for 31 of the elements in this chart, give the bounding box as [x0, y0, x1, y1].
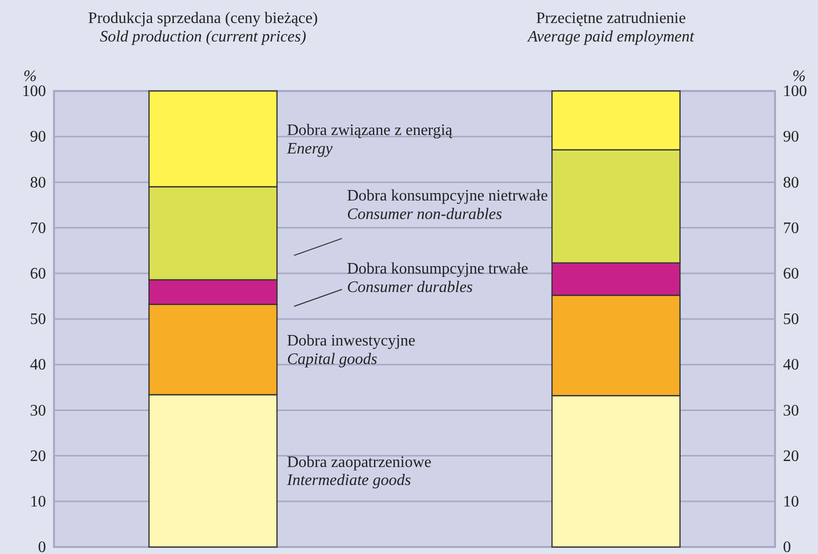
series-label: Dobra zaopatrzeniowe Intermediate goods — [286, 454, 432, 490]
y-tick-label: 30 — [30, 402, 46, 420]
y-tick-label: 40 — [30, 356, 46, 374]
y-tick-label: 60 — [30, 266, 46, 283]
y2-tick-label: 50 — [783, 311, 799, 328]
y2-tick-label: 80 — [783, 174, 799, 192]
x-tick-label: Przeciętne zatrudnienie Average paid employment — [526, 10, 695, 46]
y2-tick-label: 0 — [783, 539, 791, 554]
y-tick-label: 50 — [30, 311, 46, 328]
y2-tick-label: 20 — [783, 448, 799, 465]
y-tick-label: 70 — [30, 220, 46, 237]
series-label: Dobra konsumpcyjne nietrwałe Consumer non-durables — [347, 187, 548, 223]
y-tick-label: 10 — [30, 494, 46, 511]
y2-tick-label: 90 — [783, 128, 799, 146]
series-label: Dobra konsumpcyjne trwałe Consumer durables — [347, 260, 528, 296]
y2-tick-label: 60 — [783, 266, 799, 283]
x-tick-label: Produkcja sprzedana (ceny bieżące) Sold production (current prices) — [88, 10, 318, 46]
series-label: Dobra inwestycyjne Capital goods — [287, 332, 416, 368]
y2-tick-label: 10 — [783, 494, 799, 511]
y-axis-title: % — [23, 68, 37, 85]
y-tick-label: 100 — [22, 83, 46, 100]
y2-tick-label: 70 — [783, 220, 799, 237]
y-tick-label: 20 — [30, 448, 46, 465]
y2-tick-label: 40 — [783, 356, 799, 374]
y-tick-label: 90 — [30, 128, 46, 146]
y-tick-label: 80 — [30, 174, 46, 192]
y2-tick-label: 100 — [783, 83, 807, 100]
y2-axis-title: % — [792, 68, 806, 85]
series-label: Dobra związane z energią Energy — [286, 122, 454, 158]
y-tick-label: 0 — [38, 539, 46, 554]
y2-tick-label: 30 — [783, 402, 799, 420]
